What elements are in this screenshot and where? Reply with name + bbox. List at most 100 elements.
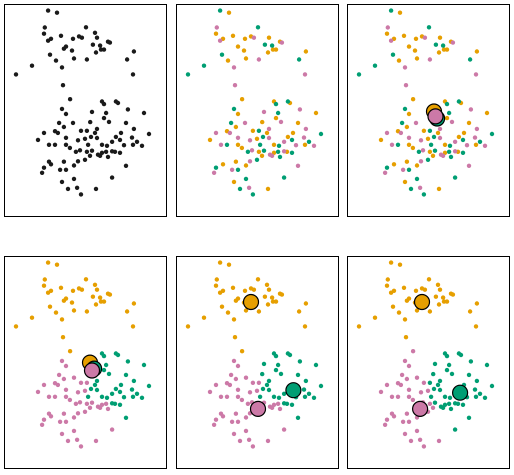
data-point-black [101, 101, 107, 107]
data-point-black [97, 43, 103, 48]
data-point-magenta [243, 415, 249, 420]
data-point-orange [390, 304, 396, 309]
data-point-green [474, 378, 480, 384]
data-point-magenta [229, 419, 235, 424]
data-point-black [35, 137, 41, 143]
data-point-green [131, 378, 137, 384]
data-point-magenta [301, 135, 307, 140]
data-point-green [273, 353, 279, 359]
data-point-green [466, 415, 472, 420]
data-point-magenta [231, 65, 237, 70]
data-point-green [447, 143, 453, 148]
data-point-orange [207, 137, 213, 143]
data-point-black [42, 25, 47, 30]
data-point-magenta [417, 185, 423, 190]
data-point-orange [271, 142, 277, 147]
data-point-magenta [279, 40, 285, 45]
data-point-orange [403, 335, 409, 340]
data-point-black [87, 153, 93, 158]
data-point-orange [303, 301, 309, 306]
data-point-green [117, 402, 123, 407]
data-point-orange [41, 283, 47, 288]
data-point-magenta [214, 25, 219, 30]
data-point-green [432, 148, 438, 153]
data-point-black [76, 34, 82, 39]
data-point-green [113, 386, 119, 392]
data-point-orange [45, 290, 51, 295]
data-point-magenta [75, 411, 81, 416]
data-point-magenta [403, 83, 409, 88]
data-point-black [123, 120, 129, 126]
data-point-magenta [427, 57, 433, 62]
data-point-magenta [59, 431, 65, 437]
data-point-magenta [246, 185, 252, 190]
data-point-orange [58, 285, 64, 290]
data-point-green [277, 154, 283, 160]
data-point-black [59, 106, 65, 112]
data-point-magenta [269, 153, 275, 158]
data-point-magenta [271, 402, 277, 407]
data-point-green [112, 401, 118, 406]
data-point-green [257, 394, 263, 399]
data-point-orange [231, 179, 237, 185]
data-point-green [448, 154, 454, 160]
data-point-orange [444, 299, 450, 304]
data-point-green [289, 402, 295, 407]
data-point-magenta [71, 428, 77, 434]
data-point-green [468, 359, 474, 364]
data-point-black [134, 139, 140, 144]
data-point-orange [484, 110, 490, 116]
data-point-green [318, 383, 324, 389]
data-point-black [130, 72, 136, 77]
data-point-orange [436, 302, 442, 307]
data-point-orange [262, 294, 268, 299]
data-point-green [125, 359, 131, 364]
data-point-orange [384, 31, 390, 36]
data-point-orange [450, 292, 456, 297]
data-point-green [489, 383, 495, 389]
data-point-black [94, 126, 100, 132]
data-point-magenta [99, 402, 105, 407]
data-point-green [103, 362, 109, 368]
data-point-magenta [41, 382, 47, 388]
data-point-magenta [39, 422, 45, 427]
data-point-magenta [450, 40, 456, 45]
data-point-orange [213, 31, 219, 36]
data-point-orange [433, 294, 439, 299]
scatter-panel-4 [4, 256, 167, 469]
data-point-magenta [218, 411, 224, 416]
data-point-magenta [421, 380, 427, 385]
data-point-magenta [452, 139, 458, 144]
data-point-green [444, 367, 450, 373]
data-point-orange [302, 142, 308, 147]
data-point-magenta [388, 38, 394, 43]
data-point-green [250, 192, 256, 197]
data-point-magenta [378, 389, 384, 395]
data-point-magenta [35, 389, 41, 395]
data-point-orange [226, 262, 232, 267]
data-point-orange [239, 97, 245, 102]
data-point-magenta [233, 411, 239, 416]
data-point-orange [273, 47, 279, 52]
data-point-orange [440, 295, 446, 300]
data-point-black [46, 142, 52, 147]
data-point-green [442, 402, 448, 407]
data-point-black [41, 165, 47, 170]
data-point-black [97, 153, 103, 158]
data-point-green [273, 367, 279, 373]
data-point-green [235, 167, 241, 172]
data-point-magenta [250, 444, 256, 449]
data-point-orange [97, 295, 103, 300]
data-point-orange [474, 301, 480, 306]
data-point-green [466, 372, 472, 378]
data-point-green [289, 137, 295, 143]
panel-frame [4, 4, 167, 217]
data-point-orange [264, 130, 270, 136]
data-point-green [431, 134, 437, 140]
data-point-green [432, 361, 438, 367]
data-point-orange [94, 287, 100, 292]
data-point-green [146, 383, 152, 389]
data-point-magenta [207, 389, 213, 395]
centroid-green [285, 382, 302, 399]
data-point-green [303, 378, 309, 384]
